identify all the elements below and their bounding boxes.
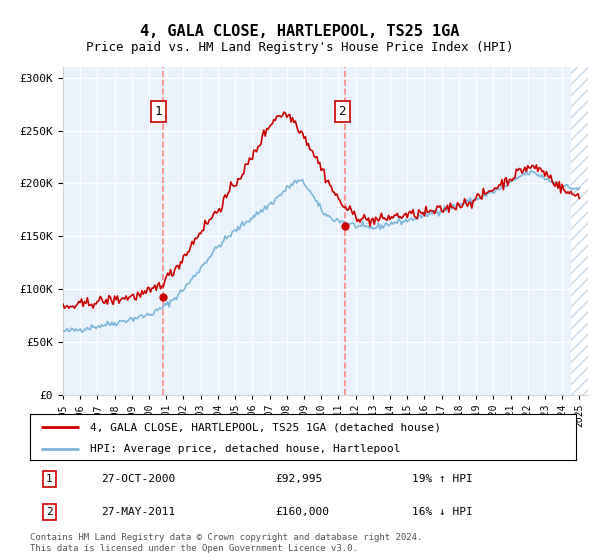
Text: £160,000: £160,000 <box>276 507 330 517</box>
Text: 27-MAY-2011: 27-MAY-2011 <box>101 507 175 517</box>
Bar <box>571 67 588 395</box>
Text: 1: 1 <box>154 105 162 118</box>
Text: 4, GALA CLOSE, HARTLEPOOL, TS25 1GA: 4, GALA CLOSE, HARTLEPOOL, TS25 1GA <box>140 24 460 39</box>
Text: £92,995: £92,995 <box>276 474 323 484</box>
Text: 2: 2 <box>338 105 346 118</box>
Text: 2: 2 <box>46 507 52 517</box>
Text: Contains HM Land Registry data © Crown copyright and database right 2024.
This d: Contains HM Land Registry data © Crown c… <box>30 533 422 553</box>
Text: Price paid vs. HM Land Registry's House Price Index (HPI): Price paid vs. HM Land Registry's House … <box>86 41 514 54</box>
Text: 1: 1 <box>46 474 52 484</box>
Text: 4, GALA CLOSE, HARTLEPOOL, TS25 1GA (detached house): 4, GALA CLOSE, HARTLEPOOL, TS25 1GA (det… <box>90 422 441 432</box>
Text: HPI: Average price, detached house, Hartlepool: HPI: Average price, detached house, Hart… <box>90 444 401 454</box>
Text: 16% ↓ HPI: 16% ↓ HPI <box>412 507 473 517</box>
Text: 27-OCT-2000: 27-OCT-2000 <box>101 474 175 484</box>
Text: 19% ↑ HPI: 19% ↑ HPI <box>412 474 473 484</box>
